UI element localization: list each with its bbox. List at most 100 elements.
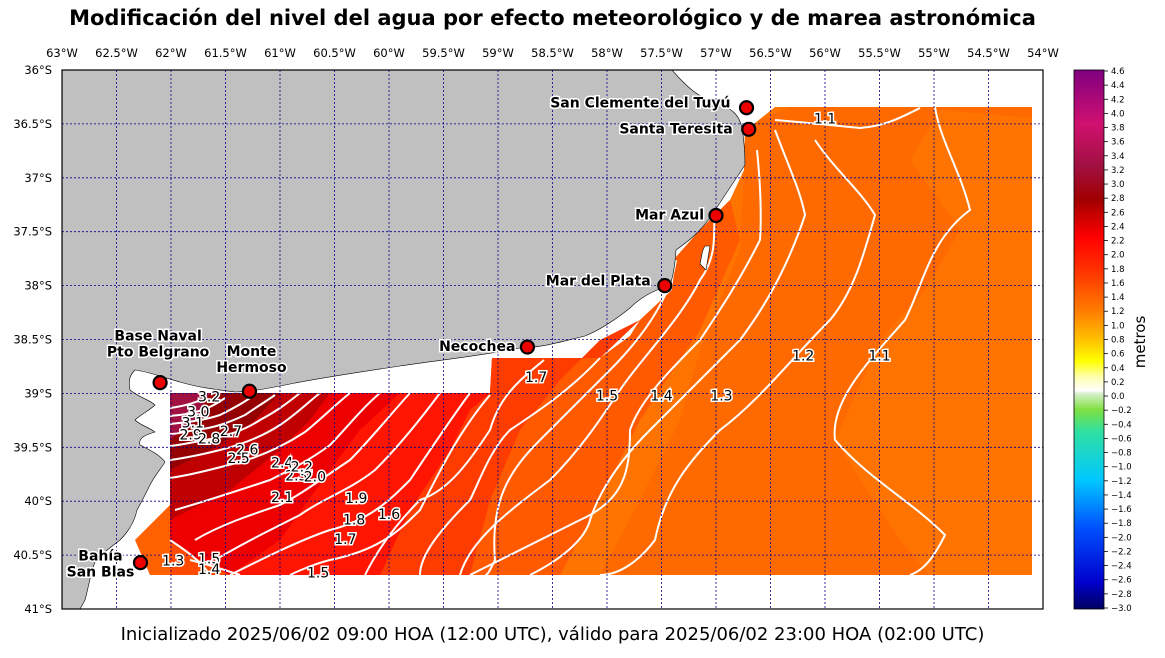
svg-text:1.4: 1.4 bbox=[198, 562, 220, 578]
colorbar-tick-label: −0.4 bbox=[1111, 420, 1132, 430]
contour-label: 1.7 bbox=[333, 530, 358, 549]
contour-label: 2.2 bbox=[289, 458, 314, 477]
lon-tick-label: 61°W bbox=[264, 46, 296, 60]
station-marker[interactable]: Base Naval Pto Belgrano bbox=[105, 327, 211, 391]
svg-text:2.7: 2.7 bbox=[220, 424, 242, 440]
lon-tick-label: 54°W bbox=[1027, 46, 1059, 60]
svg-text:1.1: 1.1 bbox=[814, 112, 836, 128]
lon-tick-label: 54.5°W bbox=[967, 46, 1010, 60]
colorbar-tick-label: 3.6 bbox=[1111, 138, 1125, 148]
colorbar-tick-label: 0.4 bbox=[1111, 364, 1125, 374]
lat-tick-label: 36°S bbox=[24, 63, 52, 77]
station-marker[interactable]: Santa Teresita bbox=[618, 120, 757, 139]
lon-tick-label: 60.5°W bbox=[313, 46, 356, 60]
lat-tick-label: 38.5°S bbox=[13, 333, 52, 347]
contour-label: 1.7 bbox=[524, 369, 549, 388]
contour-label: 1.6 bbox=[376, 506, 401, 525]
colorbar-tick-label: 1.0 bbox=[1111, 321, 1125, 331]
contour-label: 1.5 bbox=[306, 564, 331, 583]
lon-tick-label: 56.5°W bbox=[749, 46, 792, 60]
colorbar-tick-label: 4.4 bbox=[1111, 81, 1125, 91]
colorbar-tick-label: −0.2 bbox=[1111, 406, 1132, 416]
lat-tick-label: 40°S bbox=[24, 494, 52, 508]
colorbar-tick-label: −1.0 bbox=[1111, 463, 1132, 473]
colorbar-tick-label: 2.8 bbox=[1111, 194, 1125, 204]
station-label: Base Naval Pto Belgrano bbox=[107, 329, 210, 361]
contour-label: 1.9 bbox=[344, 489, 369, 508]
colorbar-tick-label: 0.8 bbox=[1111, 336, 1125, 346]
colorbar-tick-label: 1.8 bbox=[1111, 265, 1125, 275]
lat-tick-label: 37°S bbox=[24, 171, 52, 185]
colorbar bbox=[1073, 69, 1105, 610]
colorbar-tick-label: 3.0 bbox=[1111, 180, 1125, 190]
contour-label: 2.9 bbox=[178, 426, 203, 445]
colorbar-label: metros bbox=[1131, 315, 1149, 369]
station-label: Mar Azul bbox=[635, 208, 704, 224]
contour-lines bbox=[169, 106, 972, 576]
station-label: Monte Hermoso bbox=[216, 344, 287, 376]
svg-text:1.4: 1.4 bbox=[650, 389, 672, 405]
contour-label: 1.2 bbox=[791, 347, 816, 366]
lon-tick-label: 57.5°W bbox=[640, 46, 683, 60]
colorbar-tick-label: 4.0 bbox=[1111, 109, 1125, 119]
svg-text:2.2: 2.2 bbox=[291, 460, 313, 476]
contour-label: 2.4 bbox=[270, 454, 295, 473]
svg-text:1.3: 1.3 bbox=[162, 553, 184, 569]
colorbar-tick-label: 2.6 bbox=[1111, 208, 1125, 218]
contour-label: 2.6 bbox=[235, 441, 260, 460]
contour-label: 1.4 bbox=[197, 561, 222, 580]
station-label: Necochea bbox=[439, 339, 515, 355]
svg-text:1.8: 1.8 bbox=[343, 513, 365, 529]
validity-footer: Inicializado 2025/06/02 09:00 HOA (12:00… bbox=[120, 624, 985, 645]
colorbar-tick-label: 0.6 bbox=[1111, 350, 1125, 360]
colorbar-tick-label: −0.6 bbox=[1111, 434, 1132, 444]
lat-tick-label: 39.5°S bbox=[13, 440, 52, 454]
map-frame bbox=[61, 69, 1044, 610]
lon-tick-label: 55.5°W bbox=[858, 46, 901, 60]
svg-text:1.7: 1.7 bbox=[334, 532, 356, 548]
lon-tick-label: 59°W bbox=[482, 46, 514, 60]
station-marker[interactable]: Necochea bbox=[438, 338, 536, 357]
svg-text:2.4: 2.4 bbox=[271, 455, 293, 471]
colorbar-tick-label: 0.0 bbox=[1111, 392, 1125, 402]
svg-text:3.2: 3.2 bbox=[198, 390, 220, 406]
colorbar-tick-label: −1.2 bbox=[1111, 477, 1132, 487]
colorbar-tick-label: −2.6 bbox=[1111, 576, 1132, 586]
lat-tick-label: 37.5°S bbox=[13, 225, 52, 239]
colorbar-tick-label: 0.2 bbox=[1111, 378, 1125, 388]
svg-text:3.0: 3.0 bbox=[187, 405, 209, 421]
station-marker[interactable]: Mar del Plata bbox=[544, 272, 673, 294]
lat-tick-label: 40.5°S bbox=[13, 548, 52, 562]
lat-tick-label: 39°S bbox=[24, 386, 52, 400]
colorbar-tick-label: −1.6 bbox=[1111, 505, 1132, 515]
colorbar-tick-label: 3.2 bbox=[1111, 166, 1125, 176]
lon-tick-label: 62°W bbox=[155, 46, 187, 60]
contour-label: 2.1 bbox=[270, 488, 295, 507]
station-label: San Clemente del Tuyú bbox=[550, 96, 730, 112]
lon-tick-label: 59.5°W bbox=[422, 46, 465, 60]
contour-label: 1.3 bbox=[161, 552, 186, 571]
station-marker[interactable]: Bahía San Blas bbox=[65, 547, 149, 582]
contour-label: 3.2 bbox=[197, 388, 222, 407]
lon-tick-label: 58.5°W bbox=[531, 46, 574, 60]
svg-text:1.1: 1.1 bbox=[868, 349, 890, 365]
colorbar-tick-label: 4.6 bbox=[1111, 67, 1125, 77]
lon-tick-label: 63°W bbox=[46, 46, 78, 60]
lon-tick-label: 55°W bbox=[918, 46, 950, 60]
station-marker[interactable]: Mar Azul bbox=[634, 206, 724, 225]
colorbar-tick-label: −1.4 bbox=[1111, 491, 1132, 501]
lon-tick-label: 57°W bbox=[700, 46, 732, 60]
svg-text:2.5: 2.5 bbox=[227, 451, 249, 467]
lat-tick-label: 38°S bbox=[24, 279, 52, 293]
svg-text:1.5: 1.5 bbox=[596, 389, 618, 405]
contour-label: 3.0 bbox=[186, 403, 211, 422]
contour-label: 1.1 bbox=[867, 347, 892, 366]
longitude-ticks: 63°W 62.5°W 62°W 61.5°W 61°W 60.5°W 60°W 59.5°W… bbox=[46, 46, 1059, 60]
colorbar-tick-label: −3.0 bbox=[1111, 604, 1132, 614]
colorbar-tick-label: −2.2 bbox=[1111, 547, 1132, 557]
svg-text:1.2: 1.2 bbox=[792, 349, 814, 365]
station-marker[interactable]: Monte Hermoso bbox=[215, 343, 288, 399]
station-label: Mar del Plata bbox=[546, 274, 651, 290]
station-marker[interactable]: San Clemente del Tuyú bbox=[549, 94, 755, 116]
